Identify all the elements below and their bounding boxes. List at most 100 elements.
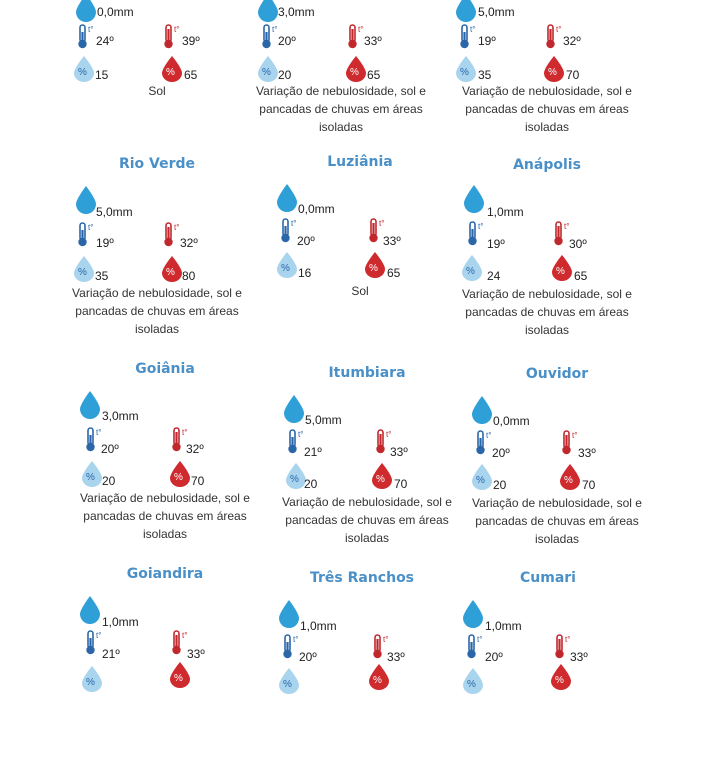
svg-text:t°: t° — [174, 223, 179, 232]
city-card: Cumari 1,0mm t° 20º t° 33º % % — [443, 570, 653, 760]
thermometer-hot-icon: t° — [552, 221, 572, 247]
svg-text:%: % — [86, 472, 95, 483]
humidity-max: 65 — [184, 68, 198, 82]
humidity-high-icon: % — [551, 664, 571, 690]
rain-drop-icon — [76, 186, 96, 214]
rain-amount: 1,0mm — [485, 619, 522, 633]
temp-max: 33º — [187, 647, 205, 661]
humidity-min: 16 — [298, 266, 312, 280]
humidity-low-icon: % — [277, 252, 297, 278]
thermometer-hot-icon: t° — [162, 24, 182, 50]
temp-max: 32º — [563, 34, 581, 48]
rain-amount: 1,0mm — [102, 615, 139, 629]
humidity-high-icon: % — [365, 252, 385, 278]
rain-amount: 5,0mm — [478, 5, 515, 19]
humidity-max: 70 — [394, 477, 408, 491]
rain-amount: 0,0mm — [298, 202, 335, 216]
city-card: Luziânia 0,0mm t° 20º t° 33º % 16 % 65 S… — [255, 154, 465, 344]
humidity-low-icon: % — [82, 461, 102, 487]
thermometer-cold-icon: t° — [260, 24, 280, 50]
thermometer-cold-icon: t° — [84, 630, 104, 656]
rain-drop-icon — [456, 0, 476, 22]
city-card: Rio Verde 5,0mm t° 19º t° 32º % 35 % 80 … — [52, 156, 262, 346]
svg-text:t°: t° — [96, 631, 101, 640]
thermometer-cold-icon: t° — [465, 634, 485, 660]
humidity-high-icon: % — [372, 463, 392, 489]
city-card: Itumbiara 5,0mm t° 21º t° 33º % 20 % 70 … — [262, 365, 472, 555]
svg-text:%: % — [290, 474, 299, 485]
svg-text:t°: t° — [182, 631, 187, 640]
humidity-high-icon: % — [552, 255, 572, 281]
weather-description: Sol — [351, 284, 369, 298]
rain-drop-icon — [80, 391, 100, 419]
thermometer-cold-icon: t° — [76, 24, 96, 50]
temp-min: 20º — [492, 446, 510, 460]
humidity-min: 20 — [102, 474, 116, 488]
svg-text:t°: t° — [383, 635, 388, 644]
svg-text:%: % — [564, 475, 573, 486]
svg-text:%: % — [86, 677, 95, 688]
humidity-high-icon: % — [162, 256, 182, 282]
thermometer-hot-icon: t° — [346, 24, 366, 50]
humidity-min: 35 — [478, 68, 492, 82]
rain-drop-icon — [258, 0, 278, 22]
city-name: Luziânia — [327, 154, 393, 170]
rain-amount: 3,0mm — [278, 5, 315, 19]
svg-text:t°: t° — [379, 219, 384, 228]
rain-amount: 0,0mm — [97, 5, 134, 19]
temp-max: 30º — [569, 237, 587, 251]
humidity-max: 65 — [367, 68, 381, 82]
humidity-high-icon: % — [170, 662, 190, 688]
city-name: Anápolis — [513, 157, 581, 173]
humidity-low-icon: % — [456, 56, 476, 82]
city-card: Três Ranchos 1,0mm t° 20º t° 33º % % — [257, 570, 467, 760]
thermometer-hot-icon: t° — [170, 630, 190, 656]
humidity-low-icon: % — [286, 463, 306, 489]
svg-text:t°: t° — [572, 431, 577, 440]
temp-min: 19º — [96, 236, 114, 250]
temp-max: 33º — [387, 650, 405, 664]
svg-text:t°: t° — [174, 25, 179, 34]
svg-text:t°: t° — [96, 428, 101, 437]
svg-text:%: % — [467, 679, 476, 690]
humidity-max: 65 — [574, 269, 588, 283]
svg-text:%: % — [350, 67, 359, 78]
city-card: 5,0mm t° 19º t° 32º % 35 % 70 Variação d… — [452, 0, 662, 162]
thermometer-cold-icon: t° — [458, 24, 478, 50]
city-name: Goiânia — [135, 361, 195, 377]
svg-text:%: % — [262, 67, 271, 78]
thermometer-cold-icon: t° — [281, 634, 301, 660]
rain-amount: 0,0mm — [493, 414, 530, 428]
svg-text:%: % — [373, 675, 382, 686]
humidity-min: 24 — [487, 269, 501, 283]
svg-text:%: % — [166, 67, 175, 78]
svg-text:%: % — [369, 263, 378, 274]
humidity-high-icon: % — [560, 464, 580, 490]
humidity-high-icon: % — [369, 664, 389, 690]
weather-description: Variação de nebulosidade, sol e pancadas… — [80, 491, 250, 541]
thermometer-cold-icon: t° — [286, 429, 306, 455]
humidity-low-icon: % — [74, 256, 94, 282]
svg-text:%: % — [283, 679, 292, 690]
svg-text:%: % — [476, 475, 485, 486]
svg-text:%: % — [555, 675, 564, 686]
thermometer-cold-icon: t° — [84, 427, 104, 453]
thermometer-cold-icon: t° — [279, 218, 299, 244]
svg-text:t°: t° — [478, 222, 483, 231]
svg-text:%: % — [466, 266, 475, 277]
svg-text:%: % — [166, 267, 175, 278]
humidity-low-icon: % — [74, 56, 94, 82]
rain-drop-icon — [472, 396, 492, 424]
svg-text:%: % — [281, 263, 290, 274]
temp-max: 39º — [182, 34, 200, 48]
humidity-min: 20 — [493, 478, 507, 492]
thermometer-hot-icon: t° — [170, 427, 190, 453]
weather-description: Variação de nebulosidade, sol e pancadas… — [472, 496, 642, 546]
rain-amount: 5,0mm — [305, 413, 342, 427]
rain-drop-icon — [80, 596, 100, 624]
humidity-min: 20 — [304, 477, 318, 491]
temp-min: 21º — [102, 647, 120, 661]
thermometer-hot-icon: t° — [544, 24, 564, 50]
humidity-low-icon: % — [462, 255, 482, 281]
temp-min: 20º — [297, 234, 315, 248]
